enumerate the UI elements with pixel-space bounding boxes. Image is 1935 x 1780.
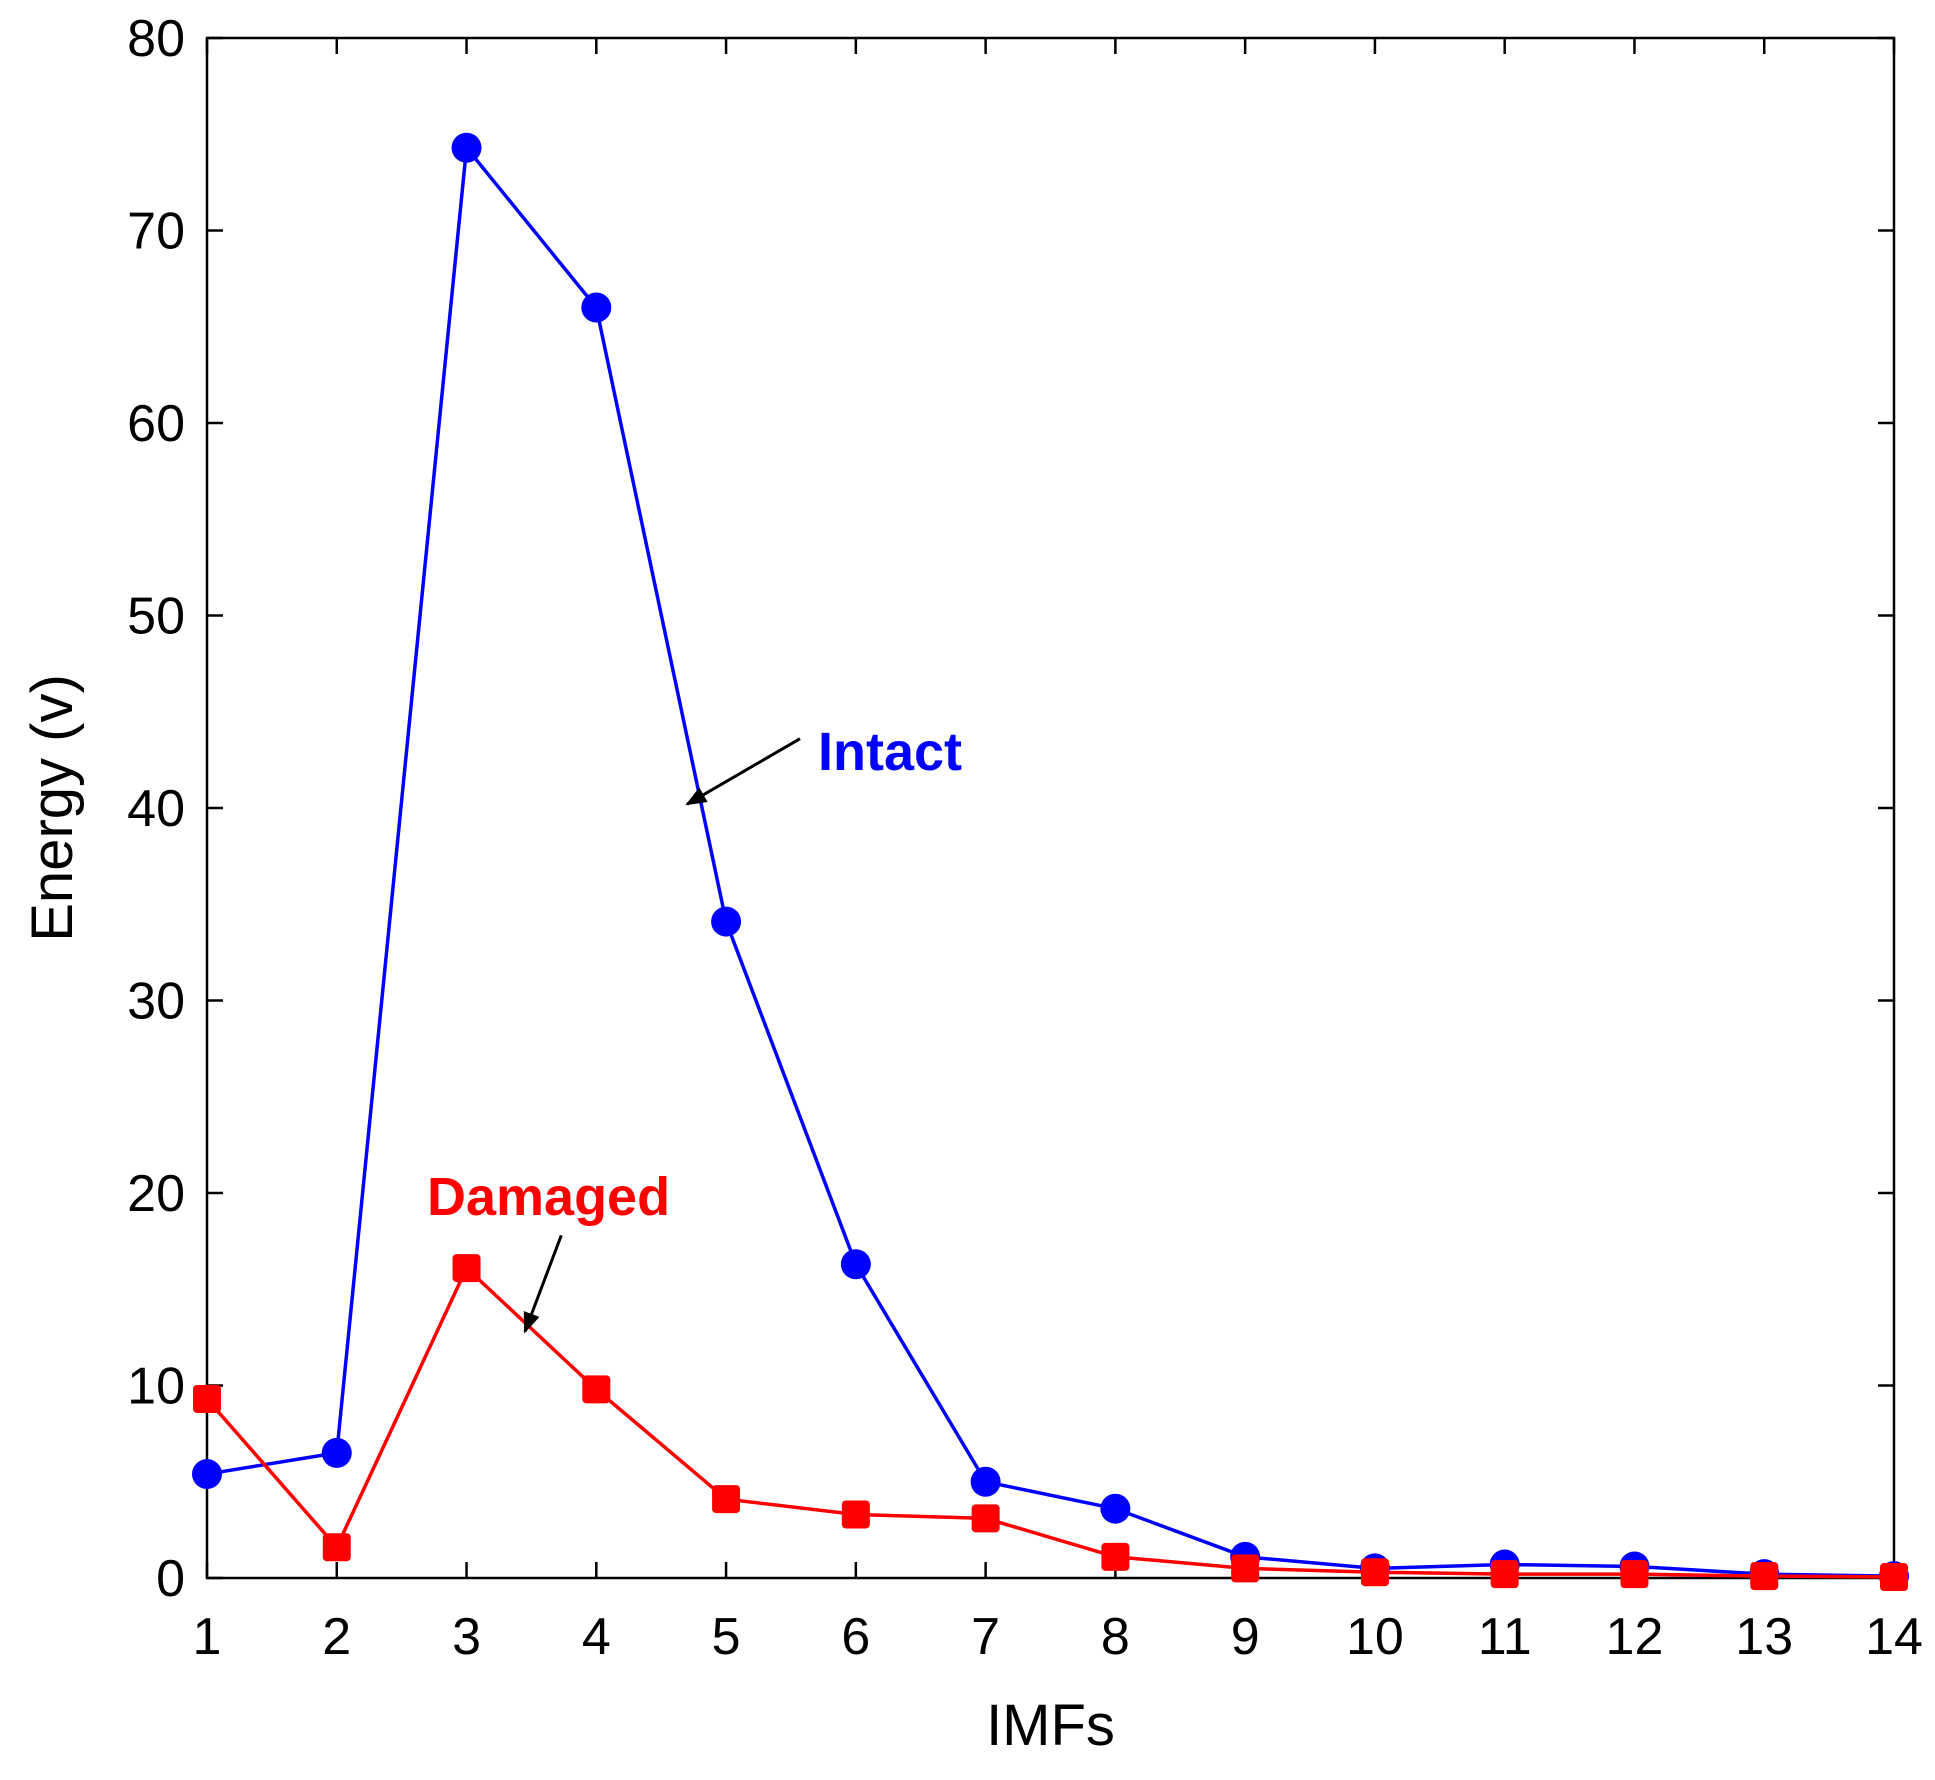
data-point-damaged	[712, 1485, 741, 1514]
y-tick-label: 50	[127, 588, 185, 646]
data-point-intact	[321, 1437, 352, 1468]
y-tick-label: 80	[127, 10, 185, 68]
x-tick-label: 12	[1606, 1608, 1664, 1666]
data-point-damaged	[1101, 1542, 1130, 1571]
data-point-intact	[840, 1249, 871, 1280]
x-tick-label: 7	[971, 1608, 1000, 1666]
series-layer	[192, 132, 1909, 1592]
y-tick-label: 0	[156, 1550, 185, 1608]
y-tick-label: 70	[127, 203, 185, 261]
x-tick-label: 6	[841, 1608, 870, 1666]
annotation-label: Intact	[818, 722, 962, 782]
x-tick-label: 11	[1478, 1608, 1532, 1666]
x-tick-label: 14	[1865, 1608, 1923, 1666]
data-point-intact	[451, 132, 482, 163]
annotation-arrow	[685, 737, 801, 806]
data-point-damaged	[1620, 1560, 1649, 1589]
x-tick-label: 3	[452, 1608, 481, 1666]
x-tick-label: 4	[582, 1608, 611, 1666]
x-tick-label: 5	[712, 1608, 741, 1666]
data-point-intact	[970, 1466, 1001, 1497]
y-tick-label: 10	[127, 1358, 185, 1416]
annotation-arrow	[523, 1234, 563, 1334]
x-tick-label: 13	[1735, 1608, 1793, 1666]
x-tick-label: 1	[193, 1608, 222, 1666]
data-point-damaged	[452, 1254, 481, 1283]
data-point-damaged	[1750, 1562, 1779, 1591]
annotation-intact: Intact	[685, 722, 962, 806]
x-axis-label: IMFs	[986, 1693, 1115, 1758]
data-point-damaged	[1360, 1558, 1389, 1587]
plot-frame	[205, 36, 1896, 1580]
series-damaged	[193, 1254, 1908, 1592]
x-tick-label: 8	[1101, 1608, 1130, 1666]
y-tick-label: 40	[127, 780, 185, 838]
series-line-intact	[206, 145, 1895, 1578]
y-tick-label: 30	[127, 973, 185, 1031]
x-tick-label: 2	[322, 1608, 351, 1666]
data-point-damaged	[1880, 1563, 1908, 1592]
data-point-damaged	[322, 1533, 351, 1562]
data-point-damaged	[841, 1500, 870, 1529]
x-tick-label: 9	[1231, 1608, 1260, 1666]
y-tick-label: 60	[127, 395, 185, 453]
y-tick-label: 20	[127, 1165, 185, 1223]
series-line-damaged	[205, 1266, 1895, 1579]
annotations-layer: Intact Damaged	[427, 722, 962, 1334]
data-point-damaged	[1231, 1554, 1260, 1583]
data-point-intact	[192, 1459, 222, 1490]
data-point-damaged	[971, 1504, 1000, 1533]
data-point-intact	[1100, 1493, 1131, 1524]
data-point-damaged	[193, 1384, 221, 1413]
annotation-damaged: Damaged	[427, 1167, 670, 1334]
data-point-damaged	[1490, 1560, 1519, 1589]
data-point-damaged	[582, 1375, 611, 1404]
y-axis-label: Energy (v)	[20, 674, 85, 942]
data-point-intact	[581, 292, 612, 323]
annotation-label: Damaged	[427, 1167, 670, 1227]
series-intact	[192, 132, 1909, 1592]
data-point-intact	[711, 906, 742, 937]
x-tick-label: 10	[1346, 1608, 1404, 1666]
